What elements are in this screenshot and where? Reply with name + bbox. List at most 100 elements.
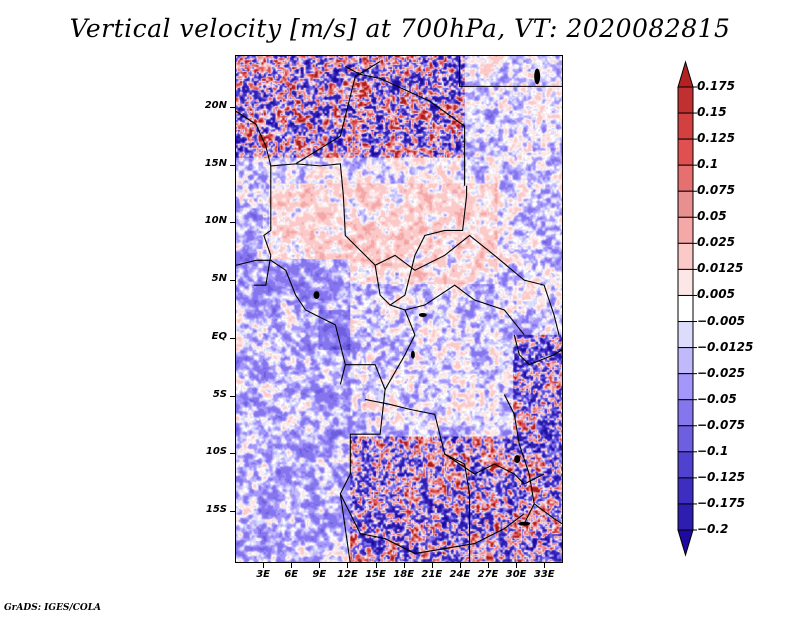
x-tick-label: 30E [505, 569, 527, 580]
colorbar-label: −0.075 [697, 417, 746, 432]
colorbar-label: −0.025 [697, 365, 746, 380]
y-tick-label: 5N [211, 273, 227, 285]
x-tick [375, 563, 377, 568]
y-tick [230, 280, 235, 282]
colorbar-label: −0.125 [697, 469, 746, 484]
chart-title: Vertical velocity [m/s] at 700hPa, VT: 2… [69, 14, 731, 43]
colorbar-box [677, 294, 694, 323]
colorbar-box [677, 216, 694, 244]
lake-marker [514, 455, 521, 464]
colorbar-label: −0.175 [697, 495, 746, 510]
x-tick [488, 563, 490, 568]
x-tick-label: 21E [421, 569, 443, 580]
x-tick-label: 12E [337, 569, 358, 580]
colorbar-box [677, 86, 694, 114]
colorbar-top-arrow [677, 60, 694, 88]
x-tick [431, 563, 433, 568]
colorbar-box [677, 190, 694, 218]
colorbar-box [677, 399, 694, 427]
colorbar-box [677, 138, 694, 166]
border-line [459, 56, 562, 87]
colorbar-box [677, 477, 694, 505]
y-tick [230, 164, 235, 166]
y-tick [230, 222, 235, 224]
border-line [384, 304, 416, 390]
border-line [339, 364, 386, 562]
border-line [345, 66, 466, 186]
colorbar-label: 0.15 [697, 105, 727, 120]
colorbar-label: 0.05 [697, 209, 727, 224]
colorbar-label: 0.175 [697, 79, 735, 93]
x-tick [403, 563, 405, 568]
colorbar-label: 0.0125 [697, 261, 744, 276]
lake-marker [418, 312, 427, 317]
x-tick-label: 33E [533, 569, 555, 580]
x-tick [544, 563, 546, 568]
colorbar-label: 0.125 [697, 131, 735, 146]
y-tick-label: 20N [204, 99, 227, 111]
border-line [374, 234, 560, 335]
y-tick-label: 10S [205, 446, 227, 458]
lake-marker [534, 68, 541, 85]
colorbar-label: 0.025 [697, 235, 735, 250]
x-tick-label: 24E [449, 569, 471, 580]
colorbar-label: −0.005 [697, 313, 746, 328]
y-tick-label: 15N [204, 157, 227, 169]
colorbar-label: 0.005 [697, 287, 735, 302]
colorbar-label: −0.1 [697, 443, 729, 458]
colorbar-box [677, 451, 694, 479]
grads-credit: GrADS: IGES/COLA [4, 603, 102, 613]
x-tick [319, 563, 321, 568]
colorbar-box [677, 112, 694, 140]
lake-marker [313, 291, 320, 300]
border-line [444, 453, 545, 485]
border-line [236, 61, 381, 167]
x-tick-label: 3E [256, 569, 270, 580]
y-tick [230, 106, 235, 108]
y-tick-label: 15S [205, 504, 227, 516]
lake-marker [410, 350, 415, 359]
colorbar-label: −0.05 [697, 391, 737, 406]
x-tick-label: 15E [365, 569, 386, 580]
country-borders [236, 56, 562, 562]
colorbar-box [677, 321, 694, 349]
y-tick [230, 511, 235, 513]
x-tick-label: 6E [284, 569, 299, 580]
y-tick [230, 337, 235, 339]
colorbar-box [677, 347, 694, 375]
colorbar-box [677, 242, 694, 270]
colorbar-box [677, 425, 694, 453]
border-line [253, 165, 272, 286]
map-panel [235, 55, 563, 563]
y-tick-label: EQ [211, 330, 227, 342]
colorbar-bottom-arrow [677, 529, 694, 557]
lake-marker [518, 521, 531, 526]
x-tick-label: 27E [477, 569, 499, 580]
border-line [503, 394, 535, 524]
x-tick [459, 563, 461, 568]
colorbar-box [677, 373, 694, 401]
x-tick-label: 9E [312, 569, 327, 580]
x-tick [291, 563, 293, 568]
y-tick [230, 395, 235, 397]
y-tick-label: 10N [204, 215, 227, 227]
x-tick [516, 563, 518, 568]
border-line [533, 503, 562, 525]
border-line [404, 284, 525, 336]
colorbar-label: 0.1 [697, 157, 719, 172]
x-tick [347, 563, 349, 568]
border-line [295, 163, 468, 306]
border-line [365, 398, 471, 562]
colorbar-label: −0.0125 [697, 339, 754, 354]
colorbar-label: −0.2 [697, 522, 729, 536]
border-line [236, 259, 346, 385]
colorbar-box [677, 503, 694, 531]
x-tick [263, 563, 265, 568]
x-tick-label: 18E [393, 569, 415, 580]
border-line [339, 493, 361, 534]
y-tick [230, 453, 235, 455]
y-tick-label: 5S [212, 388, 227, 400]
vertical-velocity-heatmap [236, 56, 562, 562]
border-line [360, 513, 525, 555]
